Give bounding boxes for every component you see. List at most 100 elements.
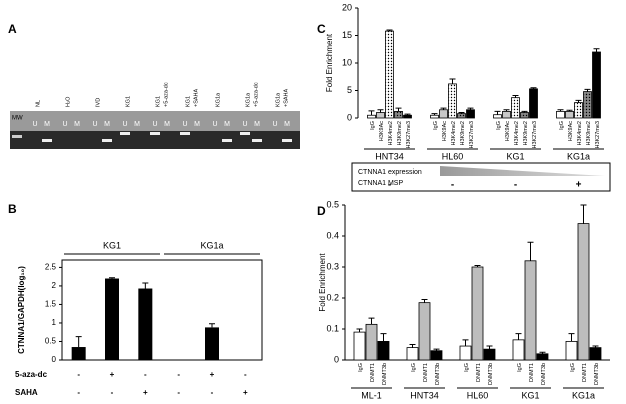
bar-label: DNMT3b	[541, 363, 547, 385]
bar	[466, 109, 475, 119]
bar	[471, 266, 484, 361]
gel-band	[120, 132, 130, 135]
error-bar	[409, 344, 416, 348]
error-bar	[592, 345, 599, 348]
bar	[565, 340, 578, 361]
bar	[536, 353, 549, 361]
y-tick-label: 0.3	[326, 261, 339, 271]
group-label: KG1	[506, 151, 524, 161]
lane-label: +SAHA	[193, 88, 199, 107]
lane-label: KG1	[125, 96, 131, 107]
lane-letter: U	[32, 121, 37, 128]
lane-letter: U	[272, 121, 277, 128]
error-bar	[433, 348, 440, 351]
error-bar	[377, 109, 384, 113]
error-bar	[449, 78, 456, 84]
lane-letter: M	[44, 121, 50, 128]
bar	[439, 109, 448, 119]
bar-label: H3K9Ac	[442, 121, 448, 141]
bar-label: H3K27me3	[532, 121, 538, 149]
gel-band	[222, 139, 232, 142]
lane-letter: M	[194, 121, 200, 128]
lane-letter: U	[122, 121, 127, 128]
bar-label: H3K4me2	[451, 121, 457, 145]
gel-band	[42, 139, 52, 142]
bar-pattern	[520, 112, 529, 118]
group-label: ML-1	[361, 390, 382, 400]
treatment-mark: +	[143, 388, 148, 397]
group-label: KG1a	[572, 390, 595, 400]
bar-label: H3K9me2	[586, 121, 592, 145]
lane-letter: M	[134, 121, 140, 128]
y-tick-label: 0.1	[326, 323, 339, 333]
group-label: KG1	[103, 240, 121, 250]
bar	[377, 340, 390, 361]
msp-mark: -	[514, 180, 517, 191]
treatment-mark: +	[243, 388, 248, 397]
lane-letter: U	[62, 121, 67, 128]
bar-label: IgG	[570, 363, 576, 372]
bar-label: DNMT3b	[382, 363, 388, 385]
bar	[376, 112, 385, 119]
bar-label: H3K27me3	[595, 121, 601, 149]
gel-band	[252, 139, 262, 142]
bar	[418, 302, 431, 361]
bar-pattern	[511, 97, 520, 118]
y-tick-label: 5	[347, 85, 352, 95]
error-bar	[380, 333, 387, 342]
bar	[524, 260, 537, 361]
y-tick-label: 0.5	[326, 199, 339, 209]
bar-label: DNMT1	[370, 363, 376, 382]
bar-label: IgG	[370, 121, 376, 130]
bar	[430, 114, 439, 119]
bar	[589, 347, 602, 361]
bar-label: DNMT1	[423, 363, 429, 382]
panel-letter: C	[317, 22, 326, 36]
error-bar	[530, 87, 537, 89]
y-tick-label: 2.5	[45, 263, 57, 272]
bar-pattern	[583, 91, 592, 118]
bar-label: H3K4me2	[388, 121, 394, 145]
bar	[565, 111, 574, 119]
bar	[512, 339, 525, 361]
bar-label: H3K9Ac	[505, 121, 511, 141]
error-bar	[566, 109, 573, 112]
msp-mark: +	[576, 180, 582, 191]
y-tick-label: 0.5	[45, 337, 57, 346]
y-tick-label: 0.2	[326, 292, 339, 302]
group-label: HL60	[442, 151, 464, 161]
bar-pattern	[574, 102, 583, 118]
bar-label: H3K9me2	[523, 121, 529, 145]
bar-label: DNMT1	[476, 363, 482, 382]
bar	[493, 114, 502, 119]
group-label: HNT34	[375, 151, 404, 161]
error-bar	[575, 99, 582, 103]
error-bar	[503, 109, 510, 112]
lane-label: H₂O	[65, 96, 71, 107]
bar	[529, 88, 538, 119]
error-bar	[515, 333, 522, 340]
gel-band	[240, 132, 250, 135]
treatment-mark: -	[144, 370, 147, 379]
error-bar	[395, 107, 402, 112]
error-bar	[462, 339, 469, 347]
error-bar	[356, 328, 363, 333]
msp-mark: -	[451, 180, 454, 191]
bar-pattern	[457, 113, 466, 118]
lane-letter: U	[92, 121, 97, 128]
error-bar	[421, 299, 428, 303]
bar	[459, 345, 472, 361]
gel-header	[10, 111, 300, 131]
treatment-mark: -	[211, 388, 214, 397]
error-bar	[521, 110, 528, 113]
error-bar	[593, 48, 600, 52]
bar-label: H3K9Ac	[379, 121, 385, 141]
lane-letter: M	[284, 121, 290, 128]
gel-band	[180, 132, 190, 135]
bar-label: IgG	[411, 363, 417, 372]
error-bar	[440, 107, 447, 110]
y-axis-label: CTNNA1/GAPDH(log₁₀)	[17, 266, 26, 354]
bar-label: H3K27me3	[406, 121, 412, 149]
msp-mark: -	[388, 180, 391, 191]
y-tick-label: 1	[52, 318, 57, 327]
